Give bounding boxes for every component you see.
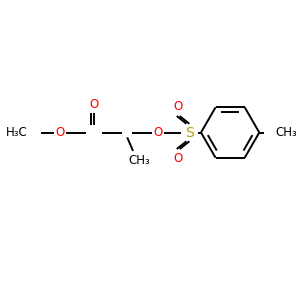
Text: O: O <box>173 152 182 165</box>
Text: S: S <box>185 125 194 140</box>
Text: H₃C: H₃C <box>5 126 27 139</box>
Text: CH₃: CH₃ <box>276 126 298 139</box>
Text: O: O <box>56 126 65 139</box>
Text: O: O <box>154 126 163 139</box>
Text: O: O <box>90 98 99 111</box>
Text: O: O <box>173 100 182 113</box>
Text: CH₃: CH₃ <box>128 154 150 167</box>
